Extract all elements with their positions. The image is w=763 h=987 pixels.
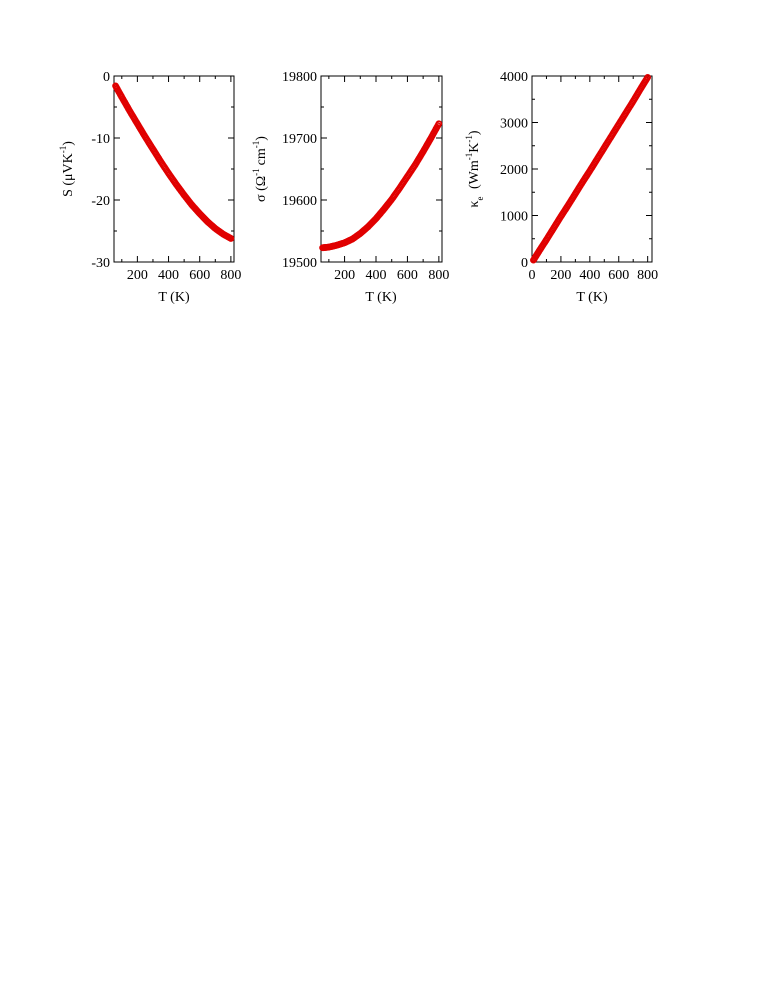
thermal-x-tick-label: 600 xyxy=(608,268,629,283)
seebeck-plot-frame xyxy=(113,75,235,263)
seebeck-x-tick-label: 800 xyxy=(220,268,241,283)
thermal-x-tick-label: 0 xyxy=(529,268,536,283)
thermal-y-tick-label: 0 xyxy=(521,256,528,271)
thermal-y-tick-label: 4000 xyxy=(500,70,528,85)
seebeck-markers xyxy=(112,82,235,242)
thermal-data-point xyxy=(644,73,652,81)
seebeck-y-tick-label: -20 xyxy=(91,194,110,209)
conductivity-panel: 200 400 600 800 19500 19600 19700 19800 T (K) σ… xyxy=(251,70,449,305)
thermal-y-tick-label: 1000 xyxy=(500,210,528,225)
conductivity-x-axis-label: T (K) xyxy=(365,290,397,305)
thermal-x-tick-label: 200 xyxy=(550,268,571,283)
thermal-y-axis-label: κe (Wm-1K-1) xyxy=(464,130,485,207)
thermal-x-axis-label: T (K) xyxy=(576,290,608,305)
conductivity-y-axis-label: σ (Ω-1cm-1) xyxy=(251,136,269,202)
seebeck-y-axis-label: S (μVK-1) xyxy=(58,141,76,197)
conductivity-x-tick-label: 600 xyxy=(397,268,418,283)
conductivity-plot-frame xyxy=(320,75,443,263)
conductivity-data-point xyxy=(435,120,443,128)
seebeck-ticks: 200 400 600 800 -30 -20 -10 0 xyxy=(91,70,241,283)
conductivity-x-tick-label: 800 xyxy=(428,268,449,283)
thermal-markers xyxy=(530,73,652,264)
conductivity-y-tick-label: 19800 xyxy=(282,70,317,85)
thermal-x-tick-label: 800 xyxy=(637,268,658,283)
thermal-y-tick-label: 3000 xyxy=(500,117,528,132)
conductivity-ticks: 200 400 600 800 19500 19600 19700 19800 xyxy=(282,70,449,283)
conductivity-y-tick-label: 19600 xyxy=(282,194,317,209)
seebeck-y-tick-label: 0 xyxy=(103,70,110,85)
thermal-y-tick-label: 2000 xyxy=(500,163,528,178)
conductivity-y-tick-label: 19500 xyxy=(282,256,317,271)
conductivity-x-tick-label: 400 xyxy=(366,268,387,283)
seebeck-x-tick-label: 400 xyxy=(158,268,179,283)
conductivity-y-tick-label: 19700 xyxy=(282,132,317,147)
thermal-x-tick-label: 400 xyxy=(579,268,600,283)
seebeck-y-tick-label: -10 xyxy=(91,132,110,147)
seebeck-x-axis-label: T (K) xyxy=(158,290,190,305)
seebeck-data-point xyxy=(227,235,235,242)
thermal-conductivity-panel: 0 200 400 600 800 0 1000 2000 3000 4000 T (K) κe … xyxy=(464,70,658,305)
seebeck-x-tick-label: 600 xyxy=(189,268,210,283)
conductivity-markers xyxy=(319,120,443,252)
seebeck-y-tick-label: -30 xyxy=(91,256,110,271)
seebeck-panel: 200 400 600 800 -30 -20 -10 0 T (K) S (μVK-1) xyxy=(58,70,241,305)
seebeck-x-tick-label: 200 xyxy=(127,268,148,283)
conductivity-x-tick-label: 200 xyxy=(334,268,355,283)
